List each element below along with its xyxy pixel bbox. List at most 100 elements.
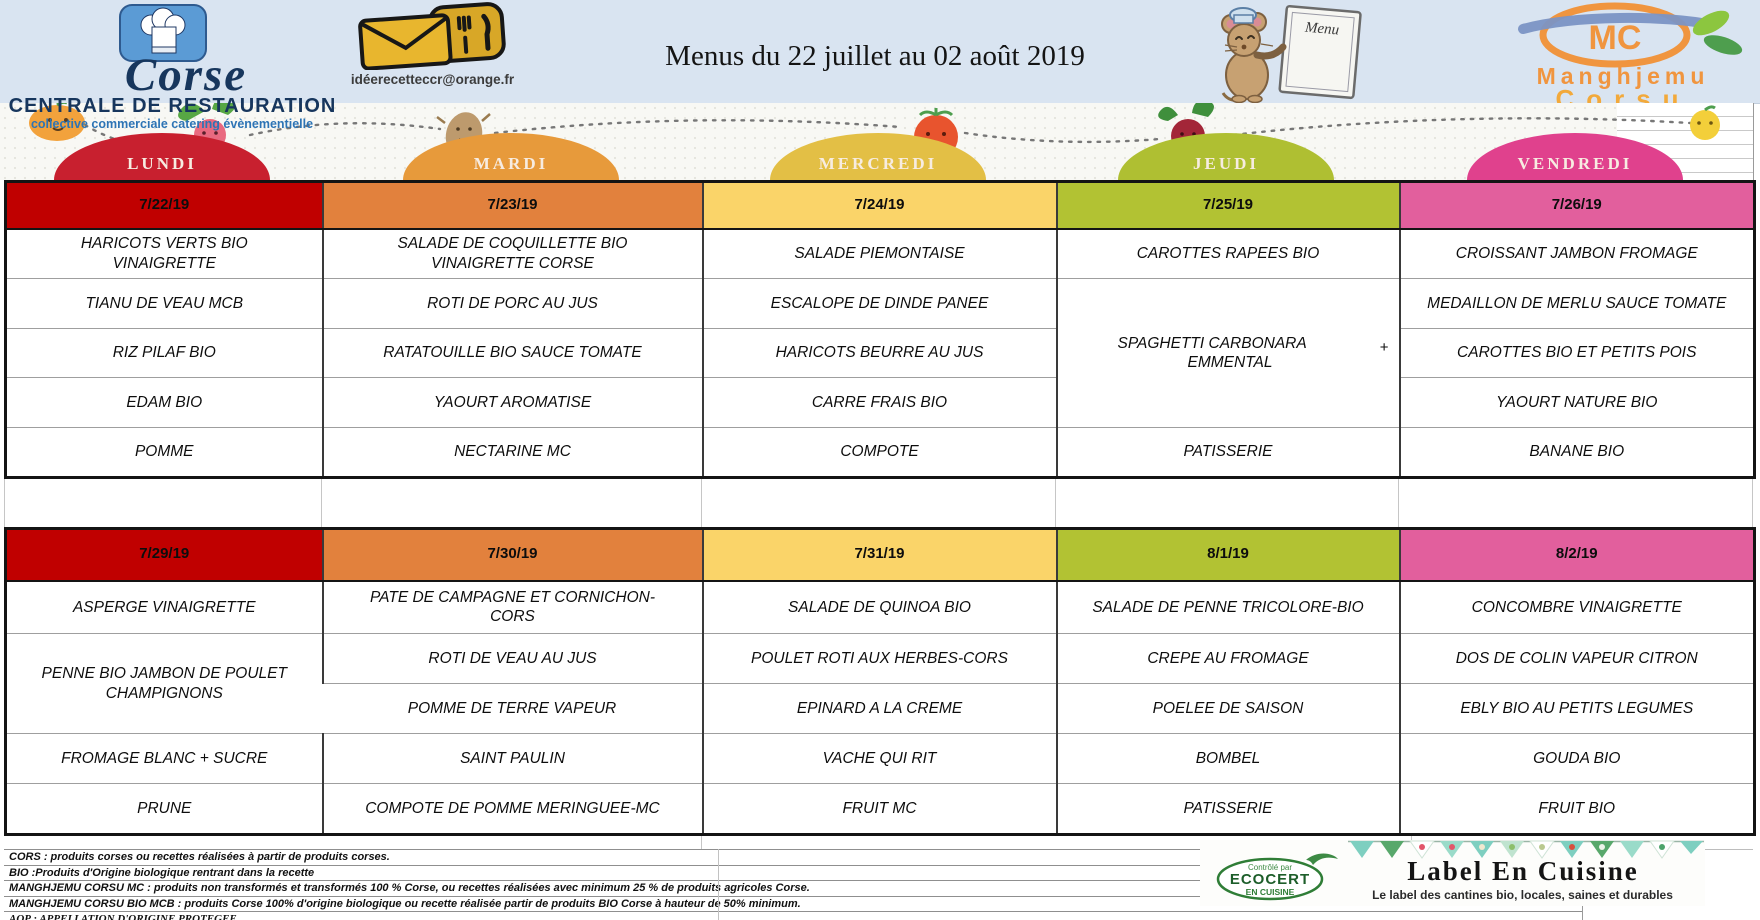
menu-cell: YAOURT AROMATISE <box>321 377 703 428</box>
menu-cell: SALADE DE QUINOA BIO <box>701 580 1057 634</box>
date-row: 7/29/19 7/30/19 7/31/19 8/1/19 8/2/19 <box>5 528 1755 582</box>
ecocert-icon: Contrôlé par ECOCERT EN CUISINE <box>1216 853 1338 901</box>
ecocert-line2: ECOCERT <box>1230 871 1310 888</box>
menu-cell: CAROTTES RAPEES BIO <box>1055 228 1400 279</box>
menu-cell: SALADE DE COQUILLETTE BIO VINAIGRETTE CO… <box>321 228 703 279</box>
menu-cell: ESCALOPE DE DINDE PANEE <box>701 278 1057 329</box>
menu-cell: EPINARD A LA CREME <box>701 683 1057 734</box>
menu-cell: POULET ROTI AUX HERBES-CORS <box>701 633 1057 684</box>
menu-cell: FRUIT MC <box>701 783 1057 835</box>
mc-brand-icon: MC Manghjemu Corsu <box>1518 2 1743 103</box>
menu-cell: CREPE AU FROMAGE <box>1055 633 1400 684</box>
menu-cell: TIANU DE VEAU MCB <box>5 278 323 329</box>
date-cell: 8/1/19 <box>1055 528 1400 582</box>
menu-cell: PRUNE <box>5 783 323 835</box>
menu-cell: RIZ PILAF BIO <box>5 328 323 378</box>
menu-table-week1: 7/22/19 7/23/19 7/24/19 7/25/19 7/26/19 … <box>4 180 1756 479</box>
menu-cell: RATATOUILLE BIO SAUCE TOMATE <box>321 328 703 378</box>
ecocert-line3: EN CUISINE <box>1246 887 1295 897</box>
menu-cell: POMME <box>5 427 323 478</box>
legend-line-cors: CORS : produits corses ou recettes réali… <box>4 849 1582 865</box>
menu-cell: COMPOTE DE POMME MERINGUEE-MC <box>321 783 703 835</box>
swallow-icon <box>1306 853 1338 865</box>
menu-cell: NECTARINE MC <box>321 427 703 478</box>
menu-cell: POELEE DE SAISON <box>1055 683 1400 734</box>
contact-email: idéerecetteccr@orange.fr <box>350 72 515 87</box>
date-cell: 7/24/19 <box>701 181 1057 230</box>
menu-cell: COMPOTE <box>701 427 1057 478</box>
menu-cell: ROTI DE VEAU AU JUS <box>321 633 703 684</box>
date-row: 7/22/19 7/23/19 7/24/19 7/25/19 7/26/19 <box>5 181 1755 230</box>
menu-cell-merged: PENNE BIO JAMBON DE POULET CHAMPIGNONS <box>5 633 323 734</box>
menu-cell: BOMBEL <box>1055 733 1400 784</box>
main-row: PENNE BIO JAMBON DE POULET CHAMPIGNONS R… <box>5 633 1755 734</box>
menu-cell: BANANE BIO <box>1398 427 1755 478</box>
menu-cell: HARICOTS VERTS BIO VINAIGRETTE <box>5 228 323 279</box>
menu-cell: CAROTTES BIO ET PETITS POIS <box>1398 328 1755 378</box>
menu-cell: DOS DE COLIN VAPEUR CITRON <box>1398 633 1755 684</box>
date-cell: 7/30/19 <box>321 528 703 582</box>
menu-cell: POMME DE TERRE VAPEUR <box>322 683 703 734</box>
date-cell: 7/31/19 <box>701 528 1057 582</box>
menu-cell: HARICOTS BEURRE AU JUS <box>701 328 1057 378</box>
date-cell: 7/23/19 <box>321 181 703 230</box>
mouse-mascot-icon: Menu <box>1221 4 1362 103</box>
chef-hat-icon <box>119 4 207 62</box>
contact-block: idéerecetteccr@orange.fr <box>325 2 540 97</box>
menu-cell: FROMAGE BLANC + SUCRE <box>5 733 323 784</box>
lemon-icon <box>1690 105 1720 140</box>
brand-script: Corse <box>124 49 248 101</box>
menu-cell: ASPERGE VINAIGRETTE <box>5 580 323 634</box>
menu-cell: CARRE FRAIS BIO <box>701 377 1057 428</box>
menu-cell: PATE DE CAMPAGNE ET CORNICHON-CORS <box>321 580 703 634</box>
spacer-row <box>4 476 1753 527</box>
pumpkin-icon <box>29 103 85 141</box>
day-banner-strip <box>0 103 1617 180</box>
label-en-cuisine-subtitle: Le label des cantines bio, locales, sain… <box>1372 888 1673 902</box>
menu-cell: SALADE PIEMONTAISE <box>701 228 1057 279</box>
menu-cell-merged: SPAGHETTI CARBONARA EMMENTAL + <box>1055 278 1400 428</box>
menu-cell: CROISSANT JAMBON FROMAGE <box>1398 228 1755 279</box>
day-header-lundi: LUNDI <box>54 133 270 180</box>
menu-cell: FRUIT BIO <box>1398 783 1755 835</box>
menu-cell: MEDAILLON DE MERLU SAUCE TOMATE <box>1398 278 1755 329</box>
menu-cell: GOUDA BIO <box>1398 733 1755 784</box>
legend-line-mc: MANGHJEMU CORSU MC : produits non transf… <box>4 880 1582 896</box>
header-band: Menus du 22 juillet au 02 août 2019 <box>0 0 1760 104</box>
starter-row: HARICOTS VERTS BIO VINAIGRETTE SALADE DE… <box>5 228 1755 279</box>
side-row: POMME DE TERRE VAPEUR EPINARD A LA CREME… <box>6 683 1755 734</box>
menu-cell: YAOURT NATURE BIO <box>1398 377 1755 428</box>
mc-initials: MC <box>1589 19 1642 57</box>
menu-cell: SAINT PAULIN <box>321 733 703 784</box>
label-en-cuisine-title: Label En Cuisine <box>1407 856 1639 886</box>
brand-tagline: collective commerciale catering évènemen… <box>30 117 314 131</box>
page-title: Menus du 22 juillet au 02 août 2019 <box>665 40 1085 72</box>
menu-cell: PATISSERIE <box>1055 427 1400 478</box>
menu-cell: SALADE DE PENNE TRICOLORE-BIO <box>1055 580 1400 634</box>
ccr-logo: Corse CENTRALE DE RESTAURATION collectiv… <box>0 0 340 131</box>
date-cell: 7/29/19 <box>5 528 323 582</box>
date-cell: 7/26/19 <box>1398 181 1755 230</box>
envelope-icon <box>358 2 506 71</box>
brand-name: CENTRALE DE RESTAURATION <box>8 95 337 117</box>
menu-cell: PATISSERIE <box>1055 783 1400 835</box>
date-cell: 8/2/19 <box>1398 528 1755 582</box>
main-row: TIANU DE VEAU MCB ROTI DE PORC AU JUS ES… <box>5 278 1755 428</box>
merged-dish-line2: EMMENTAL <box>1187 354 1273 371</box>
side-row: RIZ PILAF BIO RATATOUILLE BIO SAUCE TOMA… <box>5 328 1755 378</box>
merged-dish-line1: SPAGHETTI CARBONARA <box>1117 334 1307 352</box>
mascot-board-text: Menu <box>1303 20 1339 39</box>
cheese-row: FROMAGE BLANC + SUCRE SAINT PAULIN VACHE… <box>5 733 1755 784</box>
mc-word1: Manghjemu <box>1537 63 1710 89</box>
legend-block: CORS : produits corses ou recettes réali… <box>4 849 1583 920</box>
starter-row: ASPERGE VINAIGRETTE PATE DE CAMPAGNE ET … <box>5 580 1755 634</box>
date-cell: 7/22/19 <box>5 181 323 230</box>
date-cell: 7/25/19 <box>1055 181 1400 230</box>
legend-line-bio: BIO :Produits d'Origine biologique rentr… <box>4 864 1582 881</box>
bunting-icon <box>1348 840 1704 859</box>
dessert-row: POMME NECTARINE MC COMPOTE PATISSERIE BA… <box>5 427 1755 478</box>
mc-word2: Corsu <box>1555 84 1690 103</box>
legend-line-aop: AOP : APPELLATION D'ORIGINE PROTEGEE <box>4 911 1582 920</box>
menu-cell: ROTI DE PORC AU JUS <box>321 278 703 329</box>
